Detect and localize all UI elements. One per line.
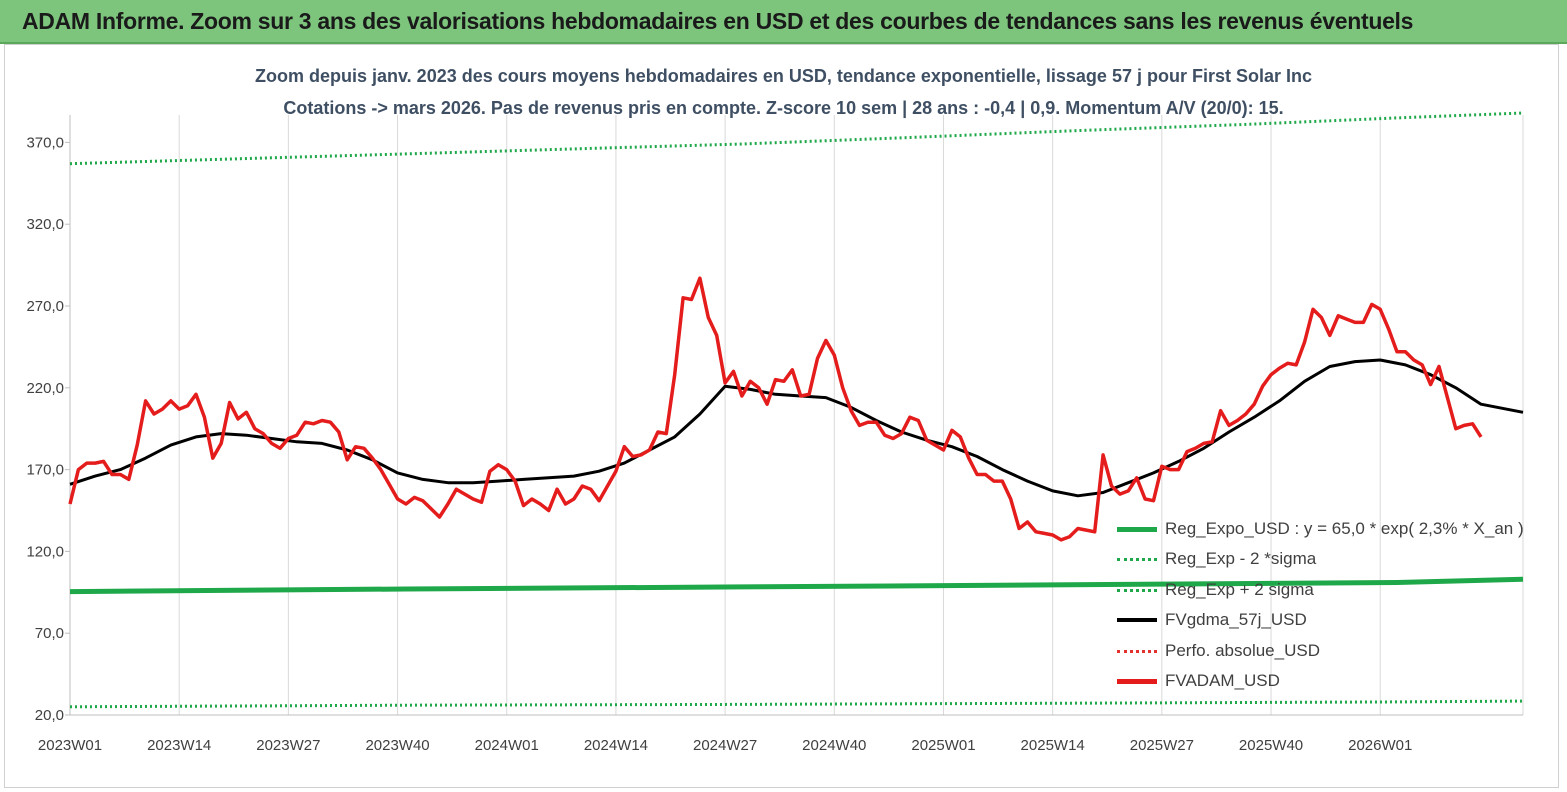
y-tick-label: 120,0 [26,543,64,560]
y-tick-label: 370,0 [26,134,64,151]
x-tick-label: 2024W14 [584,737,648,754]
x-tick-label: 2025W27 [1130,737,1194,754]
series-line-2 [69,111,1524,166]
legend-item: FVgdma_57j_USD [1117,610,1307,630]
chart-title: Zoom depuis janv. 2023 des cours moyens … [255,66,1312,86]
x-tick-label: 2023W14 [147,737,211,754]
legend-swatch [1117,618,1157,622]
series-line-0 [69,576,1524,595]
series-line-5 [68,276,1483,542]
y-tick-label: 220,0 [26,380,64,397]
y-tick-label: 20,0 [35,707,64,724]
series-line-1 [69,699,1524,709]
report-banner: ADAM Informe. Zoom sur 3 ans des valoris… [0,0,1567,44]
legend-label: Reg_Expo_USD : y = 65,0 * exp( 2,3% * X_… [1165,519,1524,538]
legend-swatch [1117,588,1157,592]
legend-item: Reg_Exp + 2 sigma [1117,580,1314,600]
legend-swatch [1117,557,1157,561]
legend-item: FVADAM_USD [1117,671,1280,691]
y-tick-label: 70,0 [35,625,64,642]
y-tick-label: 170,0 [26,462,64,479]
legend-swatch [1117,678,1157,684]
x-tick-label: 2023W27 [256,737,320,754]
legend-label: Reg_Exp - 2 *sigma [1165,549,1317,568]
report-title: ADAM Informe. Zoom sur 3 ans des valoris… [22,8,1414,34]
x-tick-label: 2026W01 [1348,737,1412,754]
legend-item: Reg_Exp - 2 *sigma [1117,549,1316,569]
legend-label: FVgdma_57j_USD [1165,610,1307,629]
x-tick-label: 2023W01 [38,737,102,754]
x-tick-label: 2024W40 [802,737,866,754]
series-line-3 [69,358,1524,498]
x-tick-label: 2025W14 [1021,737,1085,754]
y-tick-label: 320,0 [26,216,64,233]
legend-swatch [1117,526,1157,532]
legend-label: Reg_Exp + 2 sigma [1165,580,1314,599]
chart-frame [4,44,1559,788]
legend-item: Perfo. absolue_USD [1117,641,1320,661]
chart-subtitle: Cotations -> mars 2026. Pas de revenus p… [283,98,1284,118]
x-tick-label: 2025W01 [911,737,975,754]
x-tick-label: 2024W01 [475,737,539,754]
x-tick-label: 2023W40 [365,737,429,754]
x-tick-label: 2024W27 [693,737,757,754]
legend-label: Perfo. absolue_USD [1165,641,1320,660]
y-tick-label: 270,0 [26,298,64,315]
legend-swatch [1117,649,1157,653]
x-tick-label: 2025W40 [1239,737,1303,754]
legend-label: FVADAM_USD [1165,671,1280,690]
legend-item: Reg_Expo_USD : y = 65,0 * exp( 2,3% * X_… [1117,519,1524,539]
